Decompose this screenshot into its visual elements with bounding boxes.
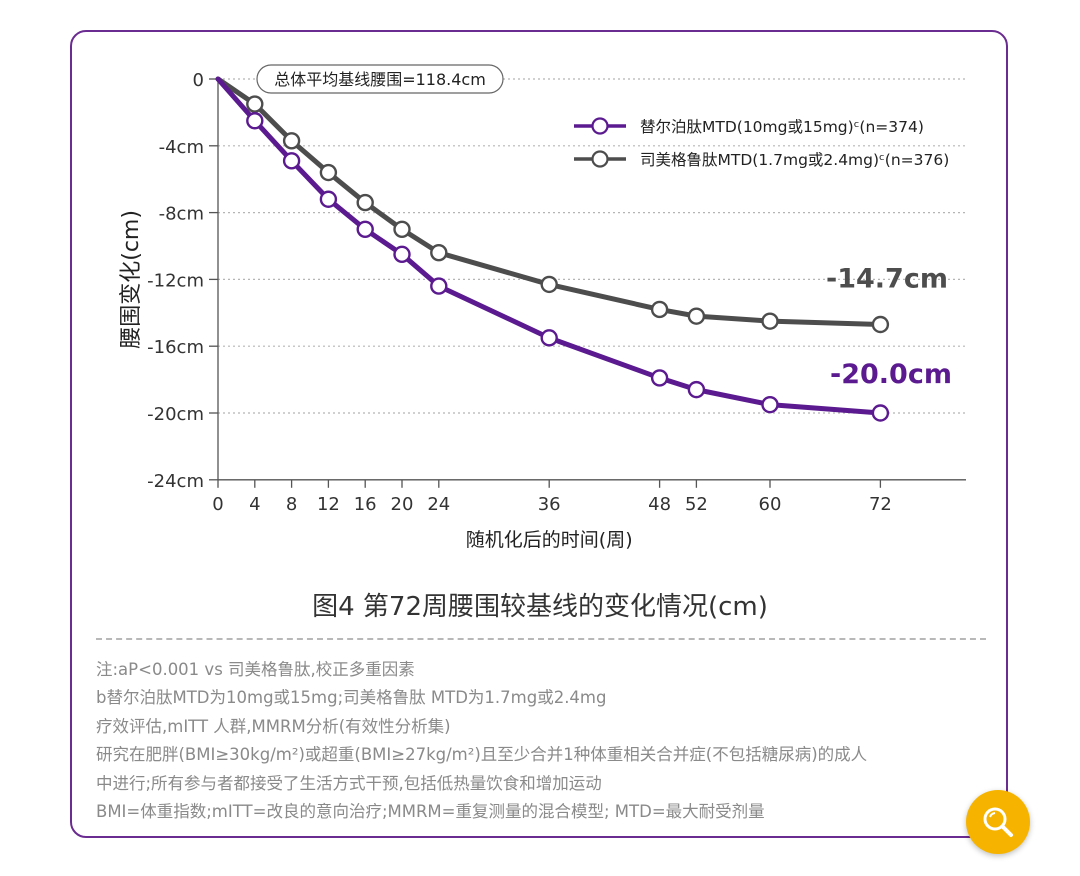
x-tick-label: 12 — [317, 494, 340, 515]
data-point — [871, 315, 890, 334]
x-tick-label: 72 — [869, 494, 892, 515]
search-icon — [983, 807, 1013, 837]
note-line: 中进行;所有参与者都接受了生活方式干预,包括低热量饮食和增加运动 — [96, 773, 602, 793]
data-point — [356, 193, 374, 212]
note-line: 注:aP<0.001 vs 司美格鲁肽,校正多重因素 — [96, 660, 415, 679]
data-point — [687, 307, 706, 325]
y-tick-label: -16cm — [147, 337, 204, 358]
data-point — [246, 95, 264, 113]
data-point — [540, 329, 558, 347]
legend-marker — [591, 117, 609, 135]
data-point — [650, 369, 669, 387]
end-value-label: -14.7cm — [826, 263, 948, 294]
data-point — [282, 132, 301, 150]
legend-label: 替尔泊肽MTD(10mg或15mg)ᶜ(n=374) — [640, 118, 924, 136]
x-tick-label: 60 — [759, 494, 782, 515]
data-point — [319, 190, 338, 208]
note-line: 研究在肥胖(BMI≥30kg/m²)或超重(BMI≥27kg/m²)且至少合并1… — [96, 745, 868, 765]
card-frame — [70, 30, 1008, 838]
end-value-label: -20.0cm — [830, 359, 952, 390]
x-tick-label: 16 — [354, 494, 377, 515]
x-tick-label: 20 — [391, 494, 414, 515]
y-tick-label: -24cm — [147, 471, 204, 492]
data-point — [430, 243, 448, 262]
note-line: 疗效评估,mITT 人群,MMRM分析(有效性分析集) — [96, 716, 451, 736]
note-line: b替尔泊肽MTD为10mg或15mg;司美格鲁肽 MTD为1.7mg或2.4mg — [96, 688, 607, 708]
data-point — [761, 312, 779, 330]
x-tick-label: 4 — [249, 494, 260, 515]
data-point — [393, 245, 411, 264]
data-point — [319, 163, 338, 182]
search-button[interactable] — [966, 790, 1030, 854]
x-axis-title: 随机化后的时间(周) — [466, 529, 633, 551]
x-tick-label: 36 — [538, 494, 561, 515]
y-tick-label: 0 — [193, 70, 204, 91]
x-tick-label: 8 — [286, 494, 297, 515]
data-point — [430, 277, 448, 295]
x-tick-label: 0 — [212, 494, 223, 515]
footnotes: 注:aP<0.001 vs 司美格鲁肽,校正多重因素 b替尔泊肽MTD为10mg… — [96, 656, 986, 826]
data-point — [871, 404, 890, 422]
y-tick-label: -20cm — [147, 404, 204, 425]
x-tick-label: 52 — [685, 494, 708, 515]
data-point — [540, 275, 558, 294]
y-tick-label: -4cm — [159, 137, 204, 158]
divider — [96, 638, 986, 640]
note-line: BMI=体重指数;mITT=改良的意向治疗;MMRM=重复测量的混合模型; MT… — [96, 802, 765, 822]
legend-label: 司美格鲁肽MTD(1.7mg或2.4mg)ᶜ(n=376) — [640, 151, 949, 169]
data-point — [761, 395, 779, 414]
legend-marker — [591, 150, 609, 168]
data-point — [356, 220, 374, 239]
data-point — [393, 220, 411, 239]
x-tick-label: 24 — [427, 494, 450, 515]
x-tick-label: 48 — [648, 494, 671, 515]
baseline-label: 总体平均基线腰围=118.4cm — [274, 70, 486, 89]
data-point — [650, 300, 669, 319]
y-tick-label: -8cm — [159, 204, 204, 225]
y-tick-label: -12cm — [147, 270, 204, 291]
y-axis-title: 腰围变化(cm) — [119, 210, 144, 349]
data-point — [246, 112, 264, 130]
baseline-label-box — [256, 64, 504, 94]
data-point — [282, 152, 301, 170]
data-point — [687, 380, 706, 399]
figure-caption: 图4 第72周腰围较基线的变化情况(cm) — [312, 592, 768, 622]
series-line — [215, 76, 883, 416]
